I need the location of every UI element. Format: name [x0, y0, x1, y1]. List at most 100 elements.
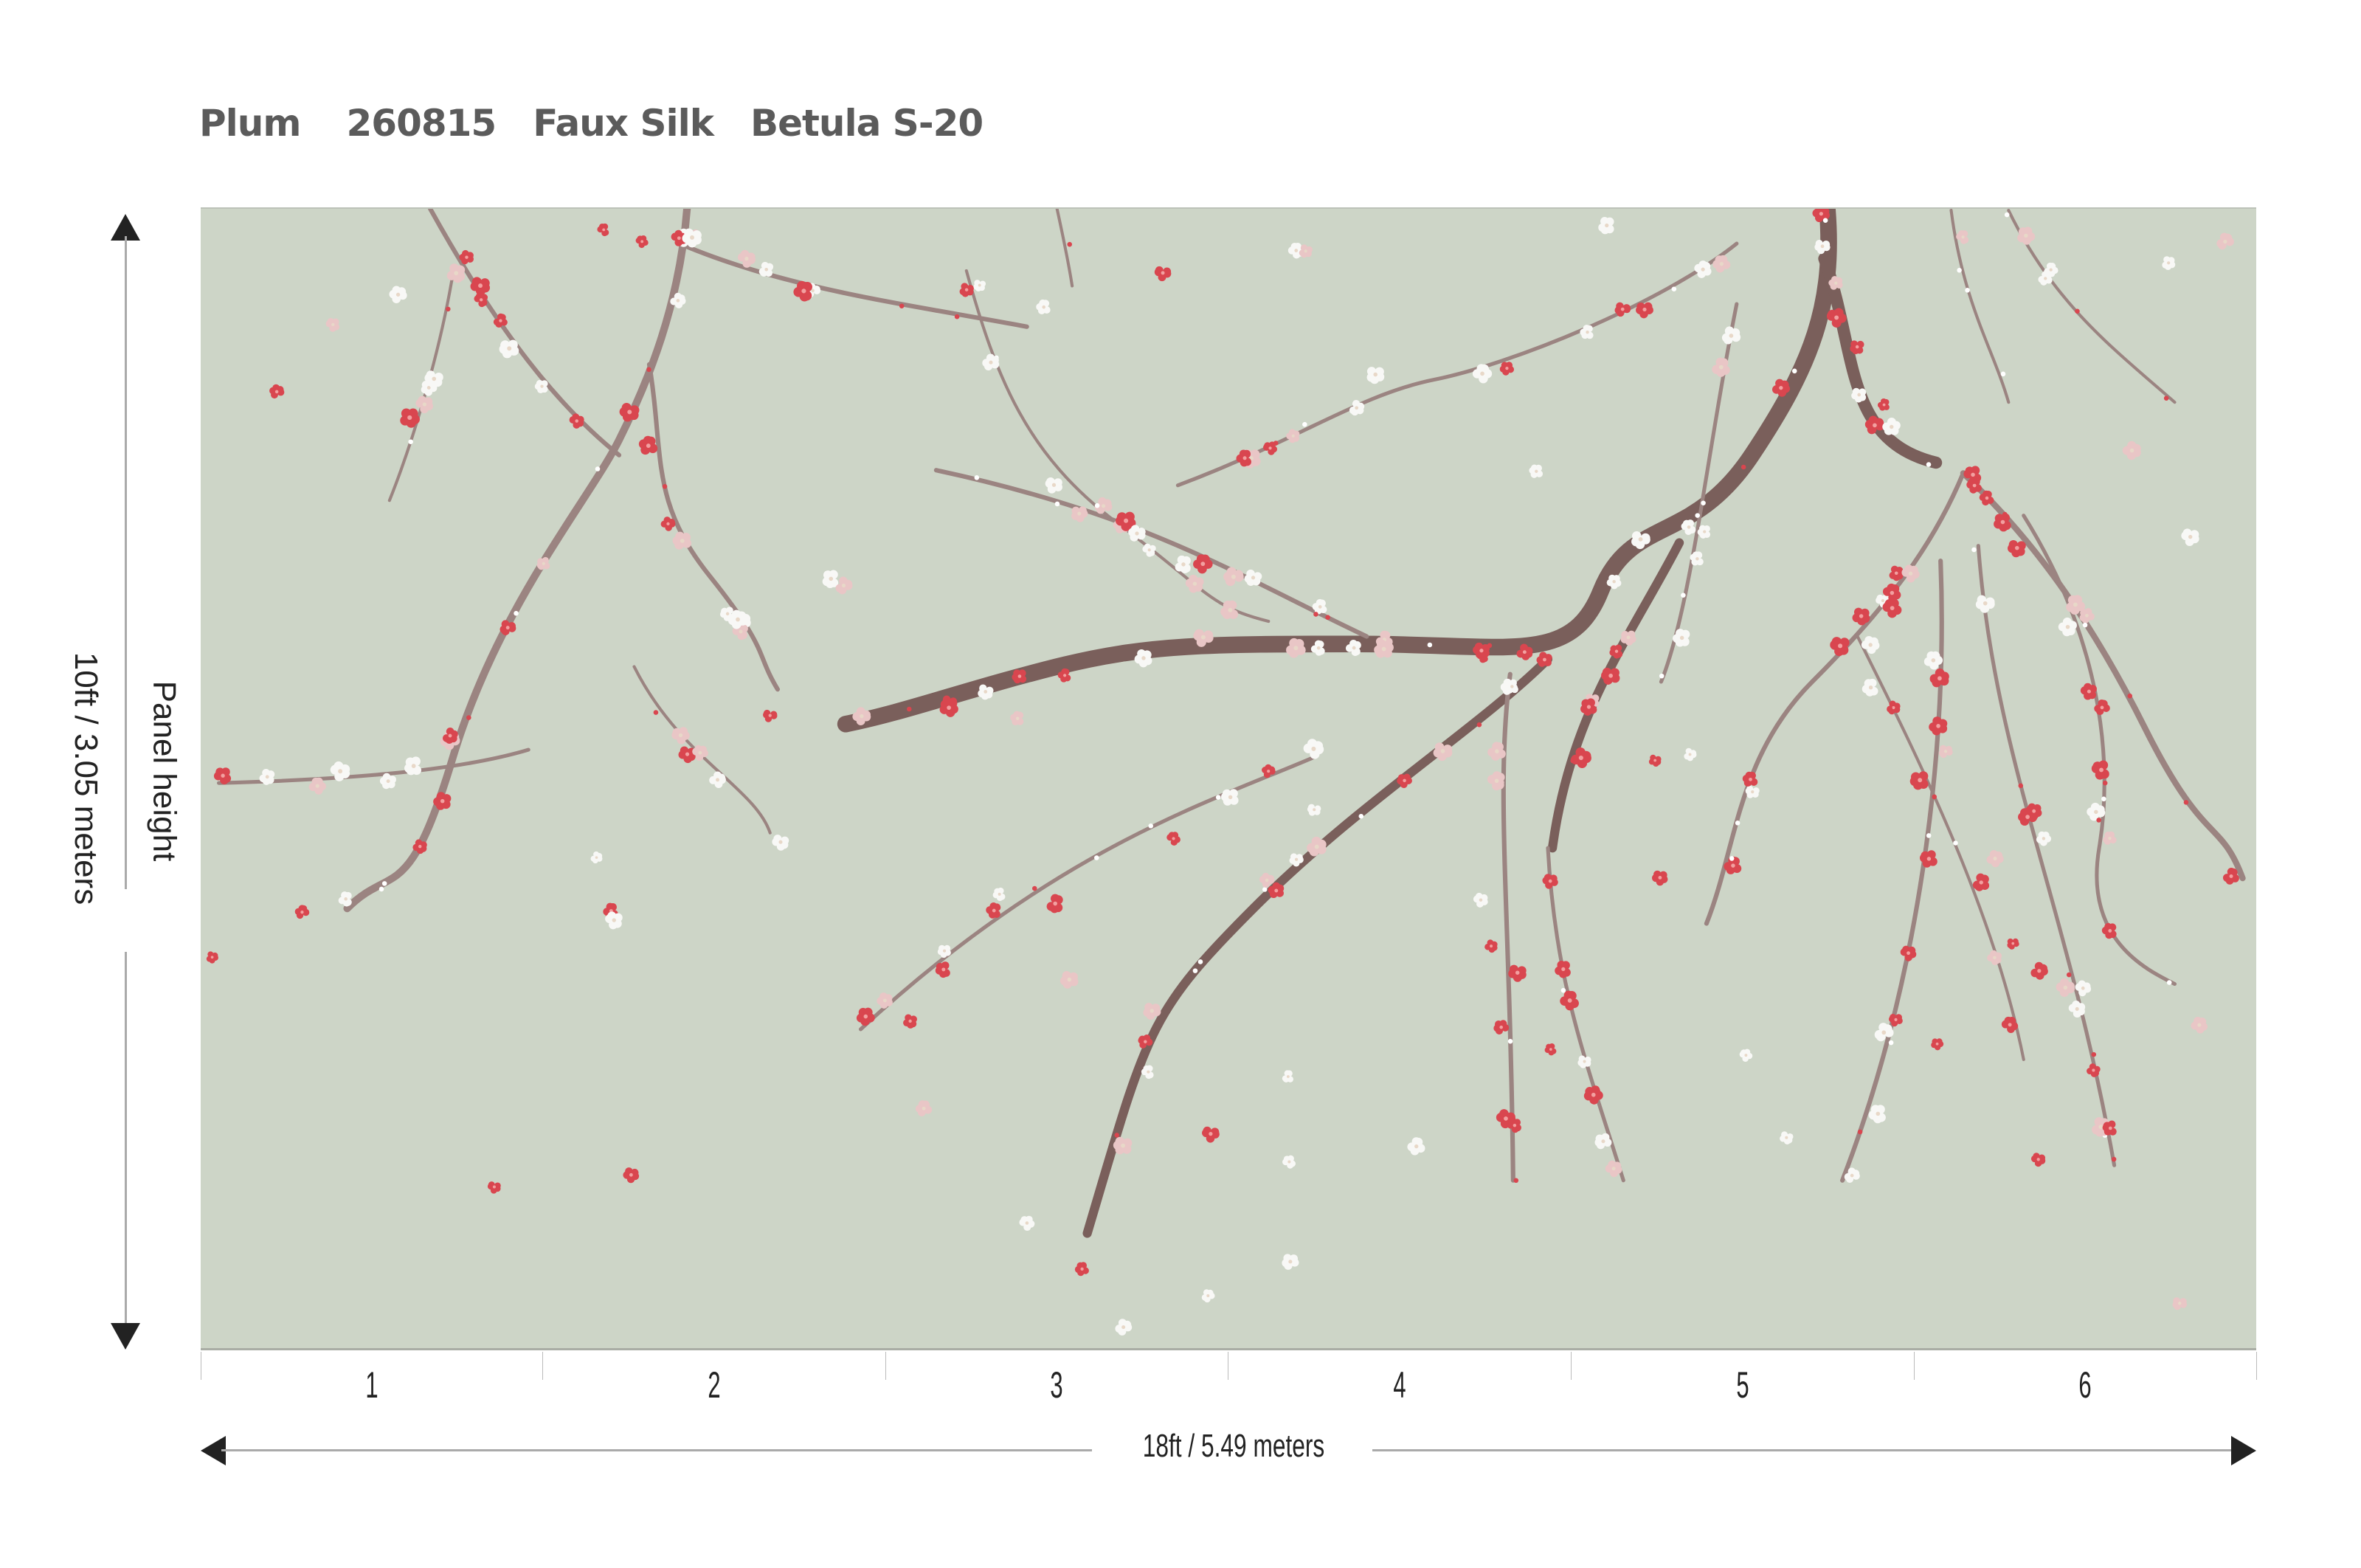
branch — [1856, 635, 2025, 1061]
bud — [1926, 462, 1932, 467]
blossom — [1536, 652, 1552, 667]
blossom — [727, 609, 747, 629]
bud — [2096, 818, 2101, 823]
blossom — [1282, 1254, 1299, 1270]
blossom — [1601, 667, 1620, 685]
blossom — [1712, 357, 1730, 377]
bud — [906, 706, 912, 712]
bud — [514, 610, 519, 616]
blossom — [1868, 1105, 1886, 1124]
blossom — [412, 839, 427, 854]
bud — [1887, 705, 1893, 711]
blossom — [1900, 945, 1917, 961]
blossom — [294, 905, 310, 919]
branch — [646, 362, 781, 692]
branch — [2022, 514, 2177, 987]
bud — [1114, 1133, 1119, 1138]
height-title: Panel height — [146, 680, 183, 862]
blossom — [1012, 669, 1027, 684]
blossom — [1307, 804, 1321, 816]
material-name: Faux Silk — [533, 102, 714, 145]
blossom — [1851, 387, 1867, 403]
blossom — [2172, 1297, 2188, 1310]
blossom — [1862, 678, 1878, 697]
blossom — [1986, 850, 2004, 868]
blossom — [2092, 1116, 2109, 1137]
bud — [1262, 887, 1268, 892]
blossom — [1721, 326, 1741, 345]
bud — [1971, 547, 1977, 553]
blossom — [1923, 651, 1943, 670]
blossom — [1236, 449, 1251, 467]
blossom — [1223, 567, 1244, 587]
blossom — [856, 1007, 875, 1026]
blossom — [470, 277, 491, 296]
bud — [1791, 368, 1797, 374]
blossom — [1303, 739, 1324, 759]
bud — [1487, 643, 1493, 649]
bud — [646, 367, 651, 373]
blossom — [1826, 308, 1847, 328]
width-label: 18ft / 5.49 meters — [1142, 1428, 1325, 1464]
bud — [2127, 693, 2133, 699]
branch — [933, 468, 1369, 639]
blossom — [2162, 256, 2176, 270]
blossom — [1220, 600, 1239, 620]
blossom — [1407, 1137, 1425, 1156]
bud — [1953, 840, 1958, 846]
branch — [632, 665, 772, 835]
blossom — [1919, 850, 1937, 868]
branch — [858, 755, 1316, 1032]
blossom — [915, 1100, 933, 1116]
bud — [595, 466, 601, 472]
blossom — [1882, 418, 1901, 435]
blossom — [1143, 1003, 1161, 1020]
blossom — [1193, 629, 1214, 647]
branch — [1840, 559, 1944, 1183]
blossom — [474, 293, 488, 308]
blossom — [1057, 668, 1071, 683]
blossom — [1888, 1014, 1903, 1027]
blossom — [1046, 894, 1063, 913]
blossom — [1745, 785, 1760, 798]
blossom — [2080, 683, 2097, 700]
blossom — [2079, 607, 2095, 624]
blossom — [1979, 490, 1994, 506]
blossom — [2101, 922, 2117, 939]
blossom — [1504, 679, 1518, 694]
blossom — [1202, 1126, 1220, 1143]
bud — [1302, 421, 1307, 427]
blossom — [415, 396, 434, 414]
blossom — [737, 249, 756, 268]
panel-divider-tick — [885, 1352, 886, 1380]
bud — [1427, 642, 1433, 648]
blossom — [939, 698, 958, 717]
blossom — [1289, 853, 1304, 867]
panel-number: 1 — [364, 1364, 378, 1406]
blossom — [590, 851, 603, 864]
blossom — [1286, 638, 1306, 658]
bud — [408, 439, 413, 444]
blossom — [1487, 771, 1505, 791]
bud — [1325, 615, 1330, 620]
bud — [1507, 1038, 1513, 1044]
blossom — [692, 745, 708, 761]
blossom — [623, 1167, 640, 1184]
bud — [899, 303, 905, 309]
blossom — [1901, 564, 1920, 583]
blossom — [1259, 872, 1275, 888]
blossom — [1620, 630, 1636, 646]
blossom — [1931, 1038, 1944, 1051]
branch — [1082, 655, 1553, 1238]
blossom — [2122, 441, 2141, 460]
bud — [1513, 1178, 1519, 1184]
blossom — [1636, 302, 1653, 319]
blossom — [308, 777, 326, 795]
blossom — [672, 531, 692, 550]
blossom — [1594, 1133, 1612, 1150]
blossom — [1268, 882, 1285, 899]
blossom — [1631, 531, 1650, 550]
blossom — [1648, 754, 1662, 767]
blossom — [213, 767, 232, 785]
blossom — [1814, 239, 1831, 255]
